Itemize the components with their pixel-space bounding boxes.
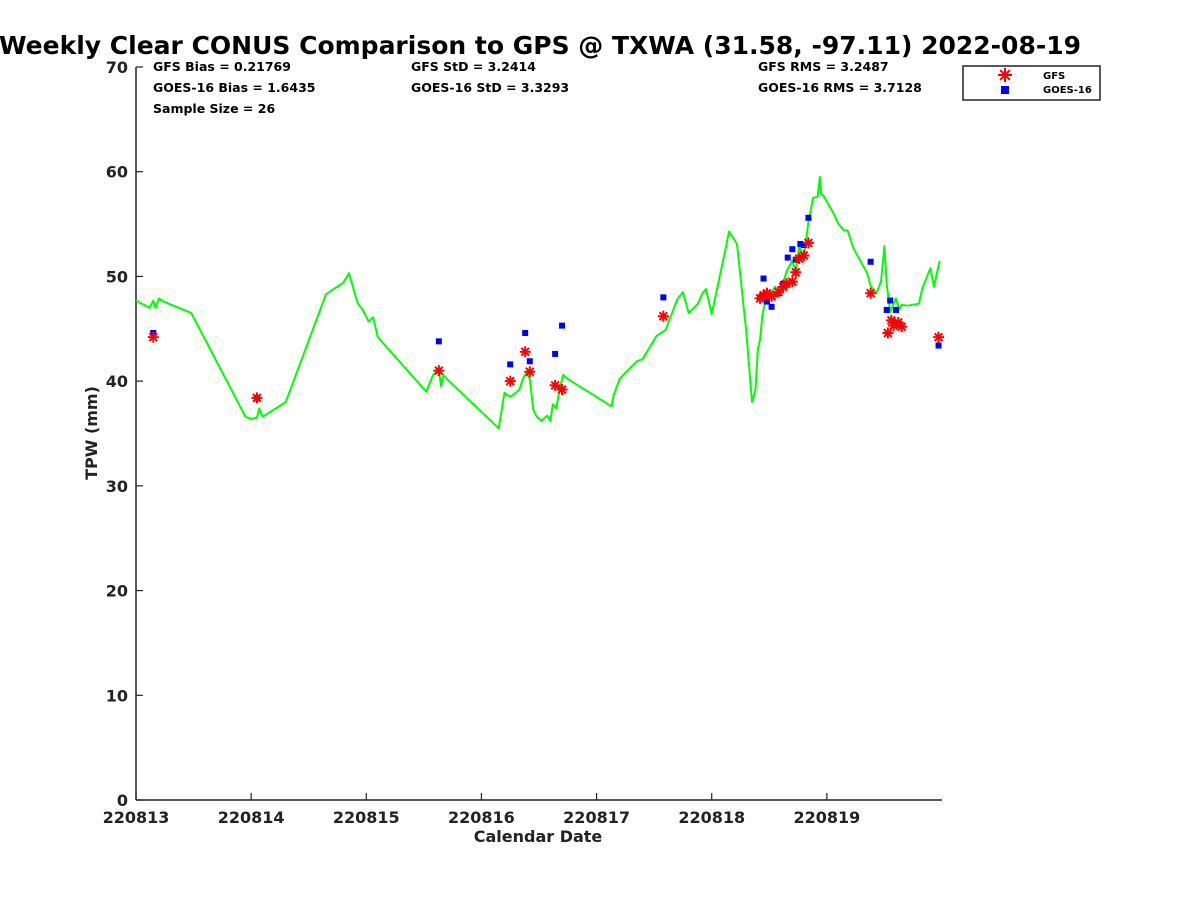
legend-gfs-marker <box>998 68 1012 82</box>
goes16-point <box>784 254 791 261</box>
y-tick-label: 20 <box>106 582 128 601</box>
stat-goes-bias: GOES-16 Bias = 1.6435 <box>153 80 315 95</box>
goes16-point <box>892 306 899 313</box>
x-ticks: 220813 220814 220815 220816 220817 220818 2208… <box>103 793 860 827</box>
stat-gfs-bias: GFS Bias = 0.21769 <box>153 59 291 74</box>
goes16-point <box>800 242 807 249</box>
x-tick-label: 220819 <box>793 808 860 827</box>
goes16-point <box>507 361 514 368</box>
goes16-point <box>763 298 770 305</box>
goes16-point <box>867 258 874 265</box>
gfs-point <box>519 346 531 358</box>
goes16-point <box>883 306 890 313</box>
legend-goes-marker <box>1001 86 1009 94</box>
goes16-point <box>789 246 796 253</box>
y-ticks: 0 10 20 30 40 50 60 70 <box>106 58 143 810</box>
x-tick-label: 220814 <box>218 808 285 827</box>
y-tick-label: 0 <box>117 791 128 810</box>
x-tick-label: 220815 <box>333 808 400 827</box>
legend-goes-square <box>1001 86 1009 94</box>
y-tick-label: 10 <box>106 686 128 705</box>
goes16-point <box>935 342 942 349</box>
goes16-point <box>797 240 804 247</box>
gfs-point <box>882 327 894 339</box>
gfs-point <box>147 331 159 343</box>
goes16-point <box>559 322 566 329</box>
legend-box <box>962 65 1101 101</box>
stat-goes-rms: GOES-16 RMS = 3.7128 <box>758 80 922 95</box>
x-axis-label: Calendar Date <box>474 827 603 846</box>
goes16-point <box>435 338 442 345</box>
stat-sample-size: Sample Size = 26 <box>153 101 275 116</box>
x-tick-label: 220818 <box>678 808 745 827</box>
chart-title: Weekly Clear CONUS Comparison to GPS @ T… <box>0 31 1081 60</box>
x-tick-label: 220813 <box>103 808 170 827</box>
y-tick-label: 70 <box>106 58 128 77</box>
gfs-point <box>798 249 810 261</box>
gfs-point <box>896 321 908 333</box>
stats-block: GFS Bias = 0.21769 GOES-16 Bias = 1.6435… <box>153 59 922 116</box>
goes16-point <box>887 297 894 304</box>
legend-gfs-asterisk <box>998 68 1012 82</box>
goes16-point <box>522 329 529 336</box>
plot-area: 0 10 20 30 40 50 60 70 220813 220814 220815 220816… <box>103 58 945 827</box>
series-layer <box>135 176 945 430</box>
gfs-point <box>251 392 263 404</box>
x-tick-label: 220816 <box>448 808 515 827</box>
y-tick-label: 30 <box>106 477 128 496</box>
stat-goes-std: GOES-16 StD = 3.3293 <box>411 80 569 95</box>
gfs-point <box>504 375 516 387</box>
gfs-point <box>933 331 945 343</box>
goes16-point <box>805 214 812 221</box>
gfs-point <box>790 266 802 278</box>
y-axis-label: TPW (mm) <box>82 386 101 480</box>
stat-gfs-rms: GFS RMS = 3.2487 <box>758 59 889 74</box>
gfs-point <box>524 366 536 378</box>
y-tick-label: 40 <box>106 372 128 391</box>
legend-goes-label: GOES-16 <box>1043 85 1092 96</box>
goes16-point <box>552 350 559 357</box>
goes16-point <box>660 294 667 301</box>
goes16-point <box>760 275 767 282</box>
goes16-point <box>792 256 799 263</box>
gfs-point <box>556 384 568 396</box>
gfs-point <box>786 276 798 288</box>
legend: GFS GOES-16 <box>962 65 1101 101</box>
gfs-point <box>657 310 669 322</box>
gfs-point <box>865 287 877 299</box>
gfs-point <box>802 237 814 249</box>
legend-gfs-label: GFS <box>1043 71 1065 82</box>
x-tick-label: 220817 <box>563 808 630 827</box>
goes16-point <box>768 303 775 310</box>
gps-line <box>135 176 941 430</box>
goes16-point <box>526 358 533 365</box>
stat-gfs-std: GFS StD = 3.2414 <box>411 59 536 74</box>
gfs-point <box>433 365 445 377</box>
y-tick-label: 60 <box>106 163 128 182</box>
y-tick-label: 50 <box>106 267 128 286</box>
